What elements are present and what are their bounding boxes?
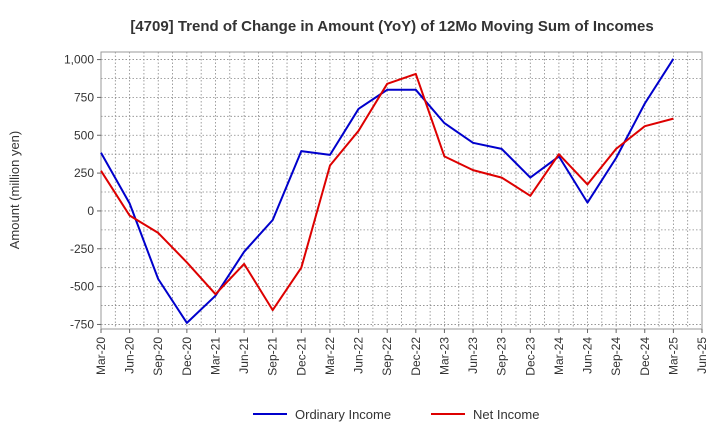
x-tick-label: Mar-20 xyxy=(94,337,108,375)
x-tick-label: Mar-21 xyxy=(208,337,222,375)
legend-label: Ordinary Income xyxy=(295,407,391,422)
x-tick-label: Sep-20 xyxy=(151,337,165,376)
x-tick-label: Dec-24 xyxy=(638,337,652,376)
x-tick-label: Dec-22 xyxy=(409,337,423,376)
x-tick-label: Mar-22 xyxy=(323,337,337,375)
series-lines xyxy=(100,58,675,324)
x-tick-label: Mar-25 xyxy=(666,337,680,375)
x-tick-label: Dec-21 xyxy=(294,337,308,376)
y-tick-label: 1,000 xyxy=(64,53,94,67)
x-tick-label: Jun-21 xyxy=(237,337,251,374)
grid xyxy=(100,52,703,329)
x-tick-label: Jun-22 xyxy=(352,337,366,374)
series-line-net-income xyxy=(100,72,674,312)
y-tick-label: -250 xyxy=(70,242,94,256)
x-tick-label: Jun-25 xyxy=(695,337,709,374)
chart-title: [4709] Trend of Change in Amount (YoY) o… xyxy=(130,18,653,35)
series-line-ordinary-income xyxy=(100,58,675,324)
x-tick-label: Mar-24 xyxy=(552,337,566,375)
x-tick-label: Sep-23 xyxy=(495,337,509,376)
x-tick-label: Jun-24 xyxy=(581,337,595,374)
x-tick-label: Dec-20 xyxy=(180,337,194,376)
legend: Ordinary Income Net Income xyxy=(253,407,539,422)
x-tick-label: Dec-23 xyxy=(523,337,537,376)
x-axis: Mar-20 Jun-20 Sep-20 Dec-20 Mar-21 Jun-21 Sep-… xyxy=(94,329,709,376)
y-tick-label: 250 xyxy=(74,166,94,180)
x-tick-label: Mar-23 xyxy=(437,337,451,375)
y-tick-label: -500 xyxy=(70,280,94,294)
y-tick-label: -750 xyxy=(70,317,94,331)
x-tick-label: Sep-22 xyxy=(380,337,394,376)
x-tick-label: Jun-20 xyxy=(123,337,137,374)
x-tick-label: Sep-21 xyxy=(266,337,280,376)
y-tick-label: 500 xyxy=(74,128,94,142)
plot-frame xyxy=(100,51,703,330)
x-tick-label: Sep-24 xyxy=(609,337,623,376)
x-tick-label: Jun-23 xyxy=(466,337,480,374)
y-tick-label: 0 xyxy=(87,204,94,218)
y-tick-label: 750 xyxy=(74,90,94,104)
y-axis-label: Amount (million yen) xyxy=(7,131,22,250)
legend-label: Net Income xyxy=(473,407,539,422)
y-axis: -750 -500 -250 0 250 500 750 1,000 xyxy=(64,53,101,331)
